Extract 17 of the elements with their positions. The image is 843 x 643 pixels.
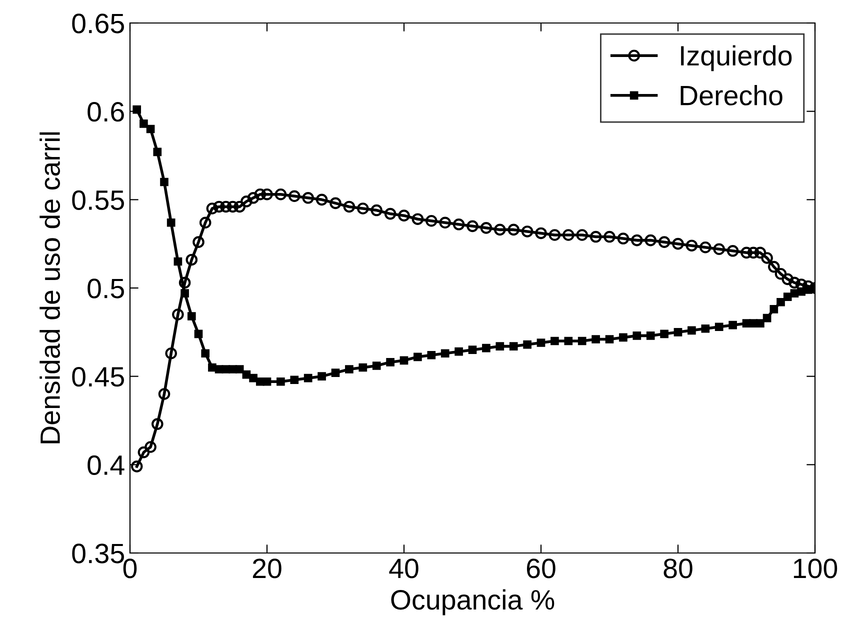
y-tick-label: 0.5: [88, 278, 124, 298]
x-tick-label: 80: [664, 558, 692, 578]
x-tick-label: 100: [794, 558, 838, 578]
legend-label: Derecho: [680, 85, 782, 106]
y-tick-label: 0.65: [72, 14, 124, 34]
y-tick-label: 0.6: [88, 102, 124, 122]
x-tick-label: 60: [526, 558, 556, 578]
y-tick-label: 0.35: [72, 544, 124, 564]
y-tick-label: 0.45: [72, 367, 124, 387]
y-tick-label: 0.4: [88, 455, 124, 476]
x-tick-label: 0: [123, 558, 137, 578]
x-tick-label: 40: [389, 558, 418, 578]
x-axis-title: Ocupancia %: [391, 589, 554, 616]
y-axis-title: Densidad de uso de carril: [40, 132, 60, 444]
y-tick-label: 0.55: [72, 190, 124, 210]
x-tick-label: 20: [252, 558, 282, 578]
legend-label: Izquierdo: [681, 45, 792, 72]
